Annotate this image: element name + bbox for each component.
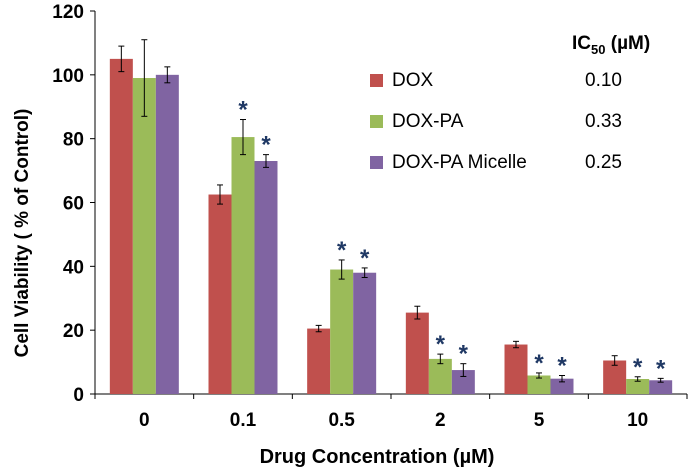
significance-star: * bbox=[261, 132, 271, 159]
y-tick-label: 120 bbox=[52, 2, 84, 23]
significance-star: * bbox=[633, 354, 643, 381]
bar bbox=[649, 380, 673, 394]
y-tick-label: 60 bbox=[63, 194, 84, 215]
legend-swatch bbox=[370, 74, 383, 87]
x-tick-label: 2 bbox=[435, 410, 446, 431]
x-tick-label: 0.1 bbox=[230, 410, 257, 431]
legend-label: DOX-PA bbox=[392, 111, 464, 132]
legend-label: DOX bbox=[392, 70, 434, 91]
significance-star: * bbox=[534, 350, 544, 377]
x-tick-label: 5 bbox=[534, 410, 545, 431]
significance-star: * bbox=[360, 245, 370, 272]
legend-swatch bbox=[370, 156, 383, 169]
x-axis-title: Drug Concentration (µM) bbox=[260, 446, 495, 468]
bar bbox=[504, 344, 528, 394]
significance-layer: * * * * * * * * * * bbox=[238, 97, 666, 383]
bar bbox=[109, 58, 133, 394]
ic50-header: IC50 (µM) bbox=[572, 33, 650, 57]
significance-star: * bbox=[557, 352, 567, 379]
bar bbox=[550, 378, 574, 394]
bar bbox=[405, 312, 429, 394]
plot-area bbox=[90, 10, 688, 399]
x-tick-label: 0 bbox=[139, 410, 150, 431]
significance-star: * bbox=[656, 355, 666, 382]
y-tick-label: 0 bbox=[73, 385, 84, 406]
bars-layer bbox=[109, 58, 673, 395]
bar bbox=[353, 272, 377, 394]
significance-star: * bbox=[238, 97, 248, 124]
x-tick-label: 10 bbox=[627, 410, 648, 431]
legend: DOX 0.10 DOX-PA 0.33 DOX-PA Micelle 0.25 bbox=[370, 70, 622, 173]
significance-star: * bbox=[459, 341, 469, 368]
bar bbox=[330, 269, 354, 394]
ic50-value: 0.25 bbox=[585, 152, 622, 173]
bar bbox=[451, 370, 475, 394]
bar bbox=[603, 360, 627, 394]
bar bbox=[155, 74, 179, 394]
y-tick-label: 80 bbox=[63, 130, 84, 151]
legend-swatch bbox=[370, 115, 383, 128]
legend-label: DOX-PA Micelle bbox=[392, 152, 527, 173]
significance-star: * bbox=[436, 331, 446, 358]
x-tick-label: 0.5 bbox=[328, 410, 355, 431]
bar bbox=[132, 78, 156, 395]
y-tick-label: 100 bbox=[52, 66, 84, 87]
tick-labels-layer: 0 20 40 60 80 100 120 0 0.1 0.5 2 5 10 bbox=[52, 2, 648, 431]
bar bbox=[307, 328, 331, 394]
y-tick-label: 40 bbox=[63, 257, 84, 278]
bar bbox=[231, 137, 255, 394]
bar bbox=[254, 161, 278, 394]
bar bbox=[626, 378, 650, 394]
y-axis-title: Cell Viability ( % of Control) bbox=[12, 109, 33, 358]
bar bbox=[527, 375, 551, 394]
bar bbox=[208, 194, 232, 394]
y-tick-label: 20 bbox=[63, 321, 84, 342]
ic50-value: 0.33 bbox=[585, 111, 622, 132]
ic50-value: 0.10 bbox=[585, 70, 622, 91]
error-bars-layer bbox=[118, 39, 664, 383]
significance-star: * bbox=[337, 237, 347, 264]
bar bbox=[428, 358, 452, 394]
